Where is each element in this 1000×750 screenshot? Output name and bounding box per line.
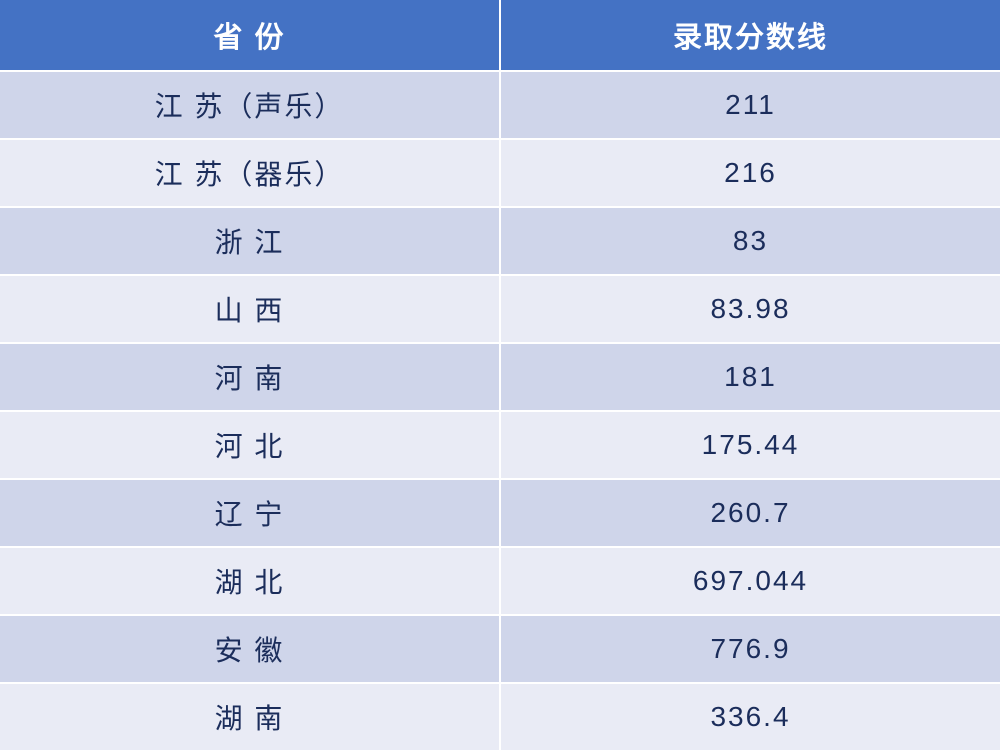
- table-row: 湖 北 697.044: [0, 547, 1000, 615]
- table-header-row: 省 份 录取分数线: [0, 0, 1000, 71]
- table-row: 江 苏（器乐） 216: [0, 139, 1000, 207]
- table-row: 江 苏（声乐） 211: [0, 71, 1000, 139]
- table-body: 江 苏（声乐） 211 江 苏（器乐） 216 浙 江 83 山 西 83.98…: [0, 71, 1000, 750]
- cell-score: 336.4: [500, 683, 1000, 750]
- cell-province: 江 苏（声乐）: [0, 71, 500, 139]
- table-row: 安 徽 776.9: [0, 615, 1000, 683]
- cell-province: 安 徽: [0, 615, 500, 683]
- cell-score: 260.7: [500, 479, 1000, 547]
- cell-score: 697.044: [500, 547, 1000, 615]
- col-header-score: 录取分数线: [500, 0, 1000, 71]
- cell-score: 211: [500, 71, 1000, 139]
- table-row: 浙 江 83: [0, 207, 1000, 275]
- cell-province: 山 西: [0, 275, 500, 343]
- cell-score: 83.98: [500, 275, 1000, 343]
- cell-score: 181: [500, 343, 1000, 411]
- cell-province: 辽 宁: [0, 479, 500, 547]
- cell-score: 776.9: [500, 615, 1000, 683]
- score-table: 省 份 录取分数线 江 苏（声乐） 211 江 苏（器乐） 216 浙 江 83…: [0, 0, 1000, 750]
- cell-province: 湖 北: [0, 547, 500, 615]
- table-row: 河 北 175.44: [0, 411, 1000, 479]
- table-row: 辽 宁 260.7: [0, 479, 1000, 547]
- table-row: 湖 南 336.4: [0, 683, 1000, 750]
- cell-score: 216: [500, 139, 1000, 207]
- table-row: 山 西 83.98: [0, 275, 1000, 343]
- cell-province: 河 北: [0, 411, 500, 479]
- cell-province: 浙 江: [0, 207, 500, 275]
- cell-province: 江 苏（器乐）: [0, 139, 500, 207]
- cell-province: 河 南: [0, 343, 500, 411]
- table-row: 河 南 181: [0, 343, 1000, 411]
- col-header-province: 省 份: [0, 0, 500, 71]
- cell-score: 175.44: [500, 411, 1000, 479]
- cell-score: 83: [500, 207, 1000, 275]
- cell-province: 湖 南: [0, 683, 500, 750]
